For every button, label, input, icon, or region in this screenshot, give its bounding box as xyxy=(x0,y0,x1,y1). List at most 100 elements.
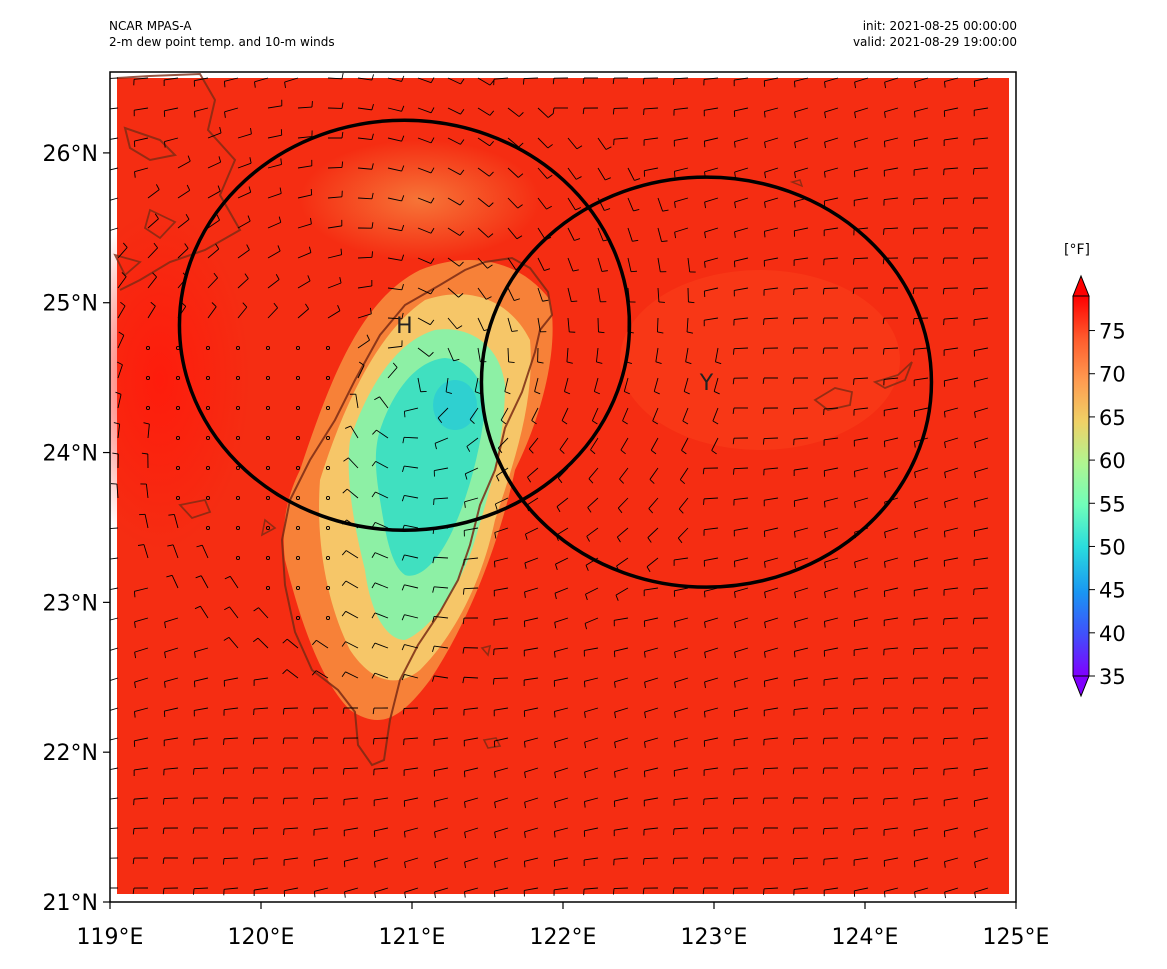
y-tick-label: 26°N xyxy=(43,142,98,167)
wind-barb-flag xyxy=(646,566,651,573)
wind-barb-flag xyxy=(792,377,795,385)
wind-barb xyxy=(297,223,312,229)
wind-barb-flag xyxy=(341,550,347,556)
wind-barb xyxy=(207,132,222,139)
wind-barb-flag xyxy=(704,681,706,688)
wind-barb-flag xyxy=(445,391,452,394)
wind-barb xyxy=(944,317,959,320)
wind-barb xyxy=(494,827,509,833)
wind-barb-flag xyxy=(459,230,465,236)
wind-barb xyxy=(764,677,779,682)
valid-time: valid: 2021-08-29 19:00:00 xyxy=(852,35,1017,49)
wind-barb xyxy=(554,857,569,862)
wind-barb-flag xyxy=(584,771,586,779)
wind-barb xyxy=(134,677,149,683)
wind-barb xyxy=(134,797,149,800)
wind-barb xyxy=(914,827,929,831)
wind-barb xyxy=(854,557,869,563)
taiwan-coastline xyxy=(280,256,554,767)
wind-barb xyxy=(648,497,659,509)
wind-barb-flag xyxy=(524,562,527,569)
wind-barb-flag xyxy=(344,891,346,898)
wind-barb xyxy=(417,257,432,264)
wind-barb xyxy=(944,137,959,141)
wind-barb xyxy=(734,137,749,143)
wind-barb-flag xyxy=(489,141,494,147)
wind-barb xyxy=(494,587,509,591)
wind-barb-flag xyxy=(518,112,524,117)
wind-barb-flag xyxy=(704,621,706,628)
wind-barb xyxy=(193,767,209,770)
wind-barb xyxy=(528,437,539,450)
wind-barb xyxy=(507,197,519,209)
wind-barb-flag xyxy=(430,288,435,295)
wind-barb xyxy=(824,437,839,441)
wind-barb-flag xyxy=(823,621,826,628)
wind-barb xyxy=(437,407,449,419)
wind-barb-flag xyxy=(794,171,796,178)
wind-barb xyxy=(734,587,749,593)
wind-barb-flag xyxy=(614,742,616,749)
wind-barb xyxy=(944,827,959,832)
wind-barb xyxy=(584,857,599,861)
wind-barb xyxy=(674,767,689,772)
wind-barb-flag xyxy=(594,391,601,395)
wind-barb xyxy=(350,425,359,439)
wind-barb-flag xyxy=(644,741,646,748)
wind-barb-flag xyxy=(642,888,645,895)
wind-barb xyxy=(914,557,929,562)
wind-barb-flag xyxy=(762,768,765,775)
wind-barb xyxy=(237,249,250,259)
wind-barb xyxy=(854,677,869,680)
wind-barb xyxy=(404,887,419,893)
wind-barb-flag xyxy=(913,561,916,568)
wind-barb xyxy=(524,767,539,773)
wind-barb xyxy=(237,306,248,319)
wind-barb xyxy=(286,669,299,679)
wind-barb xyxy=(464,707,479,710)
wind-barb xyxy=(110,767,119,771)
wind-barb xyxy=(854,887,869,892)
wind-barb xyxy=(110,227,119,231)
wind-barb-flag xyxy=(404,861,406,868)
wind-barb-flag xyxy=(643,771,646,778)
wind-barb xyxy=(657,227,662,242)
wind-barb-flag xyxy=(401,75,405,82)
wind-barb-flag xyxy=(104,741,105,747)
wind-barb xyxy=(507,167,519,178)
calm-wind-marker xyxy=(295,585,301,591)
wind-barb-flag xyxy=(167,544,174,547)
wind-barb-flag xyxy=(279,187,282,194)
wind-barb xyxy=(200,605,209,619)
wind-barb-flag xyxy=(496,475,500,482)
wind-barb xyxy=(614,827,629,831)
wind-barb-flag xyxy=(284,81,286,89)
colorbar-tick-label: 35 xyxy=(1099,665,1126,689)
wind-barb-flag xyxy=(401,165,405,172)
wind-barb xyxy=(974,77,989,82)
wind-barb xyxy=(764,647,779,653)
wind-barb-flag xyxy=(882,287,885,295)
wind-barb xyxy=(524,857,539,862)
calm-wind-marker xyxy=(325,585,331,591)
wind-barb xyxy=(567,167,577,180)
wind-barb-flag xyxy=(883,891,886,898)
wind-barb-flag xyxy=(715,361,722,365)
wind-barb xyxy=(447,317,458,330)
wind-barb-flag xyxy=(616,536,621,543)
wind-barb xyxy=(824,167,839,173)
wind-barb xyxy=(434,827,449,833)
wind-barb-flag xyxy=(341,580,347,586)
wind-barb-flag xyxy=(852,317,855,325)
calm-wind-marker xyxy=(265,585,271,591)
wind-barb-flag xyxy=(342,707,345,715)
wind-barb-flag xyxy=(280,158,282,165)
wind-barb xyxy=(207,161,221,169)
calm-wind-marker xyxy=(235,525,241,531)
wind-barb-flag xyxy=(732,407,735,415)
wind-barb-flag xyxy=(734,681,736,688)
wind-barb xyxy=(345,671,359,679)
wind-barb xyxy=(134,167,149,173)
wind-barb xyxy=(374,857,389,863)
wind-barb-flag xyxy=(401,495,405,502)
